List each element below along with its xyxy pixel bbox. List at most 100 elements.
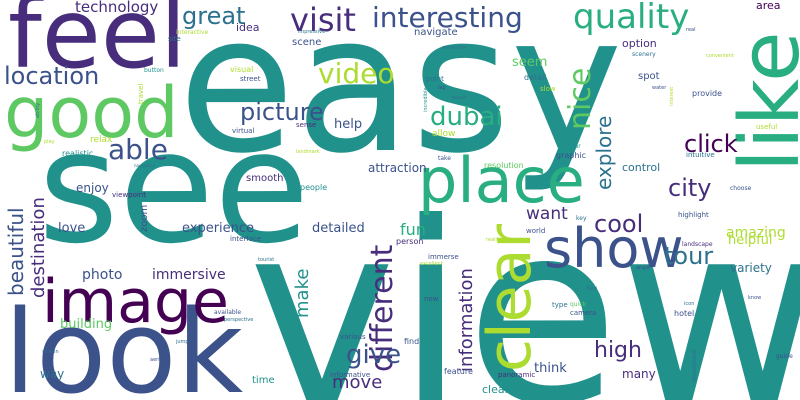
word-variety: variety xyxy=(730,261,772,275)
word-site: site xyxy=(168,35,181,43)
word-various: various xyxy=(340,333,366,341)
word-make: make xyxy=(292,268,313,318)
word-slow: slow xyxy=(540,85,556,93)
word-water: water xyxy=(652,85,667,91)
word-seem: seem xyxy=(512,55,548,70)
word-view: view xyxy=(248,169,800,400)
word-technology: technology xyxy=(75,0,159,16)
word-key: key xyxy=(576,215,587,222)
word-experience: experience xyxy=(182,221,255,236)
word-interesting: interesting xyxy=(372,1,523,34)
word-know: know xyxy=(748,295,762,301)
word-reality: reality xyxy=(486,237,502,243)
word-beautiful: beautiful xyxy=(4,207,28,296)
word-interactive: interactive xyxy=(176,29,209,36)
word-detail: detail xyxy=(524,73,547,82)
word-interest: interest xyxy=(669,86,675,106)
word-information: information xyxy=(456,268,477,372)
word-ability: ability xyxy=(35,102,41,118)
word-beach: beach xyxy=(452,95,468,101)
word-scenery: scenery xyxy=(632,51,656,58)
word-look: look xyxy=(4,286,244,400)
word-clear: clear xyxy=(475,223,545,372)
word-realistic: realistic xyxy=(62,149,94,158)
word-cool: cool xyxy=(594,210,644,238)
word-interface: interface xyxy=(230,235,262,243)
word-visit: visit xyxy=(290,1,356,39)
word-convenient: convenient xyxy=(706,53,734,59)
word-scene: scene xyxy=(292,37,322,48)
word-visual: visual xyxy=(230,65,254,74)
word-icon: icon xyxy=(684,301,695,307)
word-point: point xyxy=(426,75,444,83)
word-idea: idea xyxy=(236,21,260,34)
word-location: location xyxy=(4,62,100,90)
word-enjoy: enjoy xyxy=(76,181,109,195)
word-picture: picture xyxy=(240,98,324,126)
word-good: good xyxy=(4,72,179,154)
word-excellent: excellent xyxy=(420,261,443,267)
word-image: image xyxy=(42,267,229,337)
word-people: people xyxy=(300,183,328,192)
word-world: world xyxy=(526,227,546,235)
word-landscape: landscape xyxy=(682,241,713,248)
word-travel: travel xyxy=(137,83,145,104)
word-angle: angle xyxy=(636,265,650,271)
word-high: high xyxy=(594,338,642,363)
word-feel: feel xyxy=(8,0,187,90)
word-quality: quality xyxy=(573,0,690,37)
word-spot: spot xyxy=(638,71,660,82)
word-available: available xyxy=(214,309,242,316)
word-smooth: smooth xyxy=(246,173,284,184)
word-option: option xyxy=(622,37,657,50)
word-easy: easy xyxy=(178,0,623,195)
word-able: able xyxy=(108,133,168,166)
word-landmark: landmark xyxy=(296,149,320,155)
word-street: street xyxy=(240,75,261,83)
word-explore: explore xyxy=(592,115,616,190)
word-provide: provide xyxy=(692,89,723,98)
word-virtual: virtual xyxy=(232,127,255,135)
word-take: take xyxy=(438,155,451,162)
word-dubai: dubai xyxy=(430,102,503,132)
word-click: click xyxy=(684,130,738,158)
word-attraction: attraction xyxy=(368,161,427,175)
word-photo: photo xyxy=(82,267,123,283)
word-give: give xyxy=(346,340,402,370)
word-show: show xyxy=(544,217,684,280)
word-area: area xyxy=(756,0,781,12)
word-graphic: graphic xyxy=(556,151,587,160)
word-love: love xyxy=(58,221,86,236)
word-zoom: zoom xyxy=(139,204,150,232)
word-detailed: detailed xyxy=(312,221,365,236)
word-video: video xyxy=(318,57,395,90)
word-choose: choose xyxy=(730,185,752,192)
word-help: help xyxy=(334,117,363,132)
word-new: new xyxy=(424,295,439,303)
word-guide: guide xyxy=(776,353,793,360)
word-screen: screen xyxy=(42,349,59,355)
word-see: see xyxy=(38,97,310,278)
word-resolution: resolution xyxy=(484,161,524,170)
word-move: move xyxy=(332,372,383,393)
word-control: control xyxy=(622,161,661,174)
word-person: person xyxy=(396,237,424,246)
word-navigate: navigate xyxy=(414,27,458,38)
word-immerse: immerse xyxy=(428,253,459,261)
word-feature: feature xyxy=(444,367,473,376)
word-time: time xyxy=(252,375,275,386)
word-amazing: amazing xyxy=(726,225,786,241)
word-movement: movement xyxy=(691,349,698,382)
word-allow: allow xyxy=(432,129,456,139)
word-many: many xyxy=(622,367,656,381)
word-like: like xyxy=(723,31,800,172)
word-button: button xyxy=(144,67,164,74)
word-viewpoint: viewpoint xyxy=(112,191,146,199)
word-find: find xyxy=(404,337,420,346)
word-think: think xyxy=(534,361,567,376)
word-lag: lag xyxy=(438,85,446,91)
word-sense: sense xyxy=(296,121,317,129)
word-highlight: highlight xyxy=(678,211,709,219)
word-jump: jump xyxy=(176,339,189,345)
